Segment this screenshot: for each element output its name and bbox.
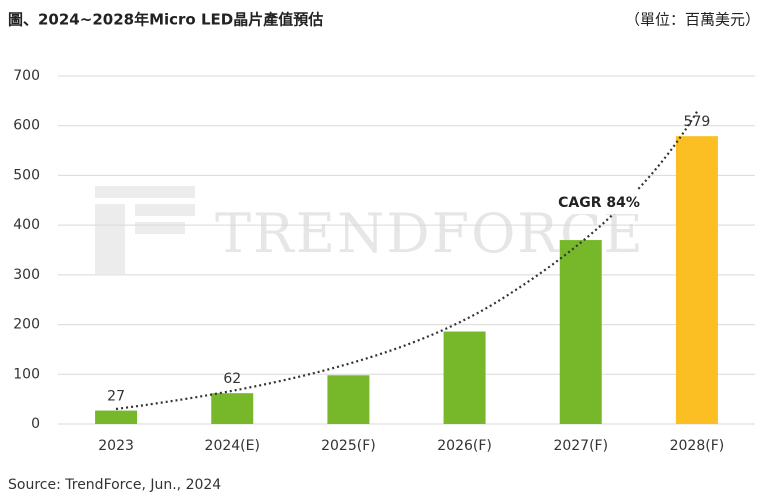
annotation-box <box>546 190 652 214</box>
y-tick-label: 0 <box>31 416 40 432</box>
bar <box>95 410 138 424</box>
y-tick-label: 300 <box>13 267 40 283</box>
bar <box>327 375 370 424</box>
x-tick-label: 2027(F) <box>553 438 608 454</box>
annotation: CAGR 84% <box>558 195 640 211</box>
y-tick-label: 400 <box>13 217 40 233</box>
y-tick-label: 100 <box>13 366 40 382</box>
x-tick-label: 2026(F) <box>437 438 492 454</box>
y-tick-label: 600 <box>13 118 40 134</box>
watermark-logo <box>95 186 195 274</box>
chart-title: 圖、2024~2028年Micro LED晶片產值預估 <box>8 11 323 29</box>
unit-label: （單位：百萬美元） <box>625 11 760 29</box>
trend-line <box>115 109 699 411</box>
x-tick-label: 2025(F) <box>321 438 376 454</box>
source: Source: TrendForce, Jun., 2024 <box>8 477 221 493</box>
x-tick-label: 2028(F) <box>670 438 725 454</box>
data-label: 62 <box>223 371 241 387</box>
bar <box>559 240 602 424</box>
y-tick-label: 700 <box>13 68 40 84</box>
bar <box>675 136 718 424</box>
x-tick-label: 2024(E) <box>205 438 260 454</box>
y-tick-label: 500 <box>13 167 40 183</box>
y-tick-label: 200 <box>13 317 40 333</box>
x-tick-label: 2023 <box>98 438 134 454</box>
bar <box>211 393 254 424</box>
data-label: 27 <box>107 389 125 405</box>
bar <box>443 331 486 424</box>
data-label: 579 <box>684 114 711 130</box>
